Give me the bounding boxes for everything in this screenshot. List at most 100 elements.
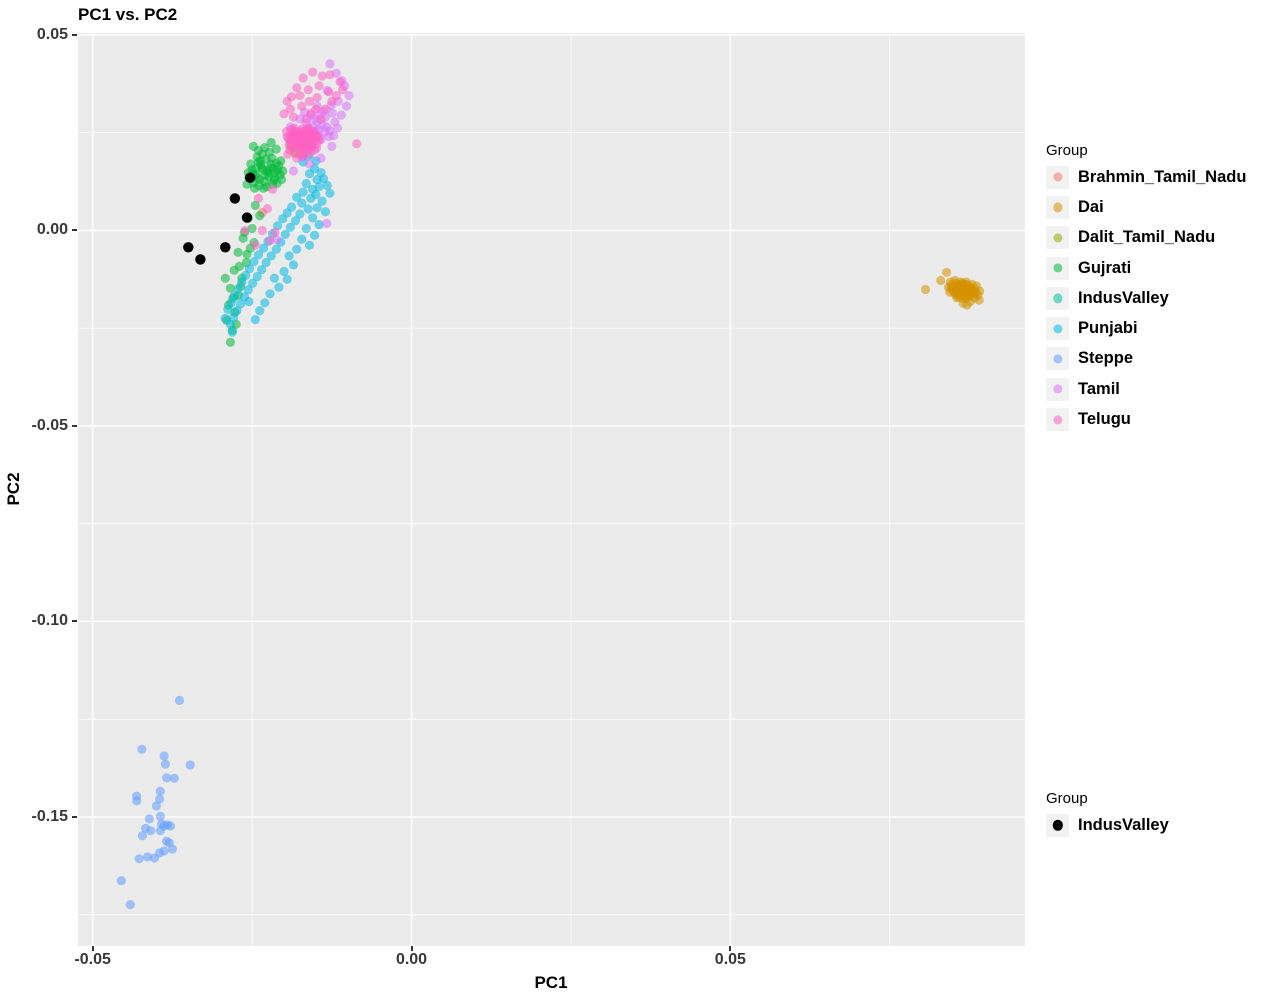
legend-key — [1046, 195, 1069, 219]
data-point-Tamil — [341, 101, 352, 111]
data-point-Punjabi — [318, 174, 329, 184]
data-point-Steppe — [169, 773, 179, 783]
legend-key — [1046, 256, 1069, 280]
data-point-Steppe — [116, 876, 126, 886]
legend-key — [1046, 226, 1069, 250]
data-point-Telugu — [331, 91, 341, 101]
data-point-Dai — [920, 284, 931, 295]
data-point-Punjabi — [282, 274, 292, 284]
data-point-IndusValley_black_overlay — [183, 242, 194, 253]
y-tick-label: -0.15 — [31, 807, 68, 825]
y-tick-label: 0.00 — [36, 221, 68, 239]
data-point-Gujrati — [254, 180, 264, 191]
data-point-Telugu — [311, 143, 322, 153]
y-tick-label: -0.10 — [31, 612, 68, 630]
data-point-Dai — [968, 289, 978, 299]
legend-item-Gujrati: Gujrati — [1046, 253, 1246, 283]
data-point-Gujrati — [242, 249, 252, 259]
data-point-Punjabi — [266, 251, 276, 261]
data-point-Punjabi — [304, 240, 315, 250]
data-point-Punjabi — [220, 313, 230, 323]
data-point-IndusValley_black_overlay — [195, 254, 206, 265]
legend-key — [1046, 317, 1069, 341]
data-point-Punjabi — [317, 196, 327, 206]
data-point-Telugu — [287, 92, 297, 102]
data-point-Punjabi — [297, 234, 307, 244]
data-point-Steppe — [159, 751, 169, 761]
data-point-Tamil — [322, 218, 332, 228]
data-point-Steppe — [167, 844, 177, 854]
data-point-Punjabi — [250, 315, 260, 325]
legend-item-IndusValley: IndusValley — [1046, 283, 1246, 313]
data-point-Telugu — [270, 227, 280, 237]
data-point-Punjabi — [290, 216, 301, 226]
y-tick-mark — [72, 33, 77, 36]
legend-label: Dalit_Tamil_Nadu — [1078, 228, 1216, 247]
data-point-Telugu — [292, 153, 302, 163]
data-point-Punjabi — [248, 278, 258, 288]
data-point-Punjabi — [301, 178, 311, 189]
data-point-Tamil — [304, 159, 315, 169]
x-tick-label: -0.05 — [74, 951, 111, 968]
legend-item-IndusValley: IndusValley — [1046, 810, 1169, 840]
data-point-Punjabi — [243, 285, 253, 295]
data-point-Gujrati — [266, 137, 276, 148]
data-point-Punjabi — [310, 230, 320, 240]
x-tick-label: 0.05 — [714, 951, 746, 968]
legend-label: Dai — [1078, 197, 1104, 216]
data-point-Gujrati — [220, 273, 230, 283]
data-point-Telugu — [298, 73, 308, 83]
data-point-Steppe — [146, 826, 156, 836]
data-point-Telugu — [317, 71, 327, 81]
data-point-Telugu — [299, 140, 309, 150]
data-point-Punjabi — [312, 203, 322, 213]
data-point-Tamil — [316, 153, 326, 163]
data-point-Telugu — [308, 67, 318, 77]
legend-item-Punjabi: Punjabi — [1046, 313, 1246, 343]
legend-dot-icon — [1052, 233, 1063, 243]
data-point-IndusValley_black_overlay — [245, 172, 256, 183]
legend-key — [1046, 813, 1069, 837]
data-point-Dai — [954, 279, 964, 289]
data-point-Gujrati — [255, 211, 265, 221]
data-point-Punjabi — [280, 229, 290, 239]
data-point-Punjabi — [320, 207, 330, 217]
plot-panel — [78, 33, 1025, 946]
data-point-Steppe — [165, 821, 176, 831]
data-point-Dai — [936, 275, 946, 286]
data-point-Steppe — [174, 695, 184, 706]
data-point-Tamil — [325, 59, 335, 69]
scatter-plot — [78, 33, 1025, 946]
data-point-Telugu — [257, 225, 267, 236]
data-point-Telugu — [320, 104, 330, 114]
data-point-Telugu — [297, 126, 307, 136]
legend-item-Steppe: Steppe — [1046, 344, 1246, 374]
data-point-Punjabi — [255, 306, 265, 316]
data-point-Gujrati — [234, 261, 244, 271]
data-point-Telugu — [283, 149, 293, 159]
data-point-IndusValley_black_overlay — [220, 242, 231, 253]
x-tick-mark — [410, 946, 413, 951]
data-point-IndusValley_black_overlay — [229, 193, 241, 204]
data-point-Punjabi — [284, 251, 294, 261]
data-point-Punjabi — [298, 187, 308, 197]
data-point-Steppe — [137, 744, 147, 754]
data-point-Telugu — [279, 109, 289, 119]
x-tick-mark — [91, 946, 94, 951]
data-point-Punjabi — [223, 304, 233, 314]
data-point-Punjabi — [265, 289, 275, 299]
data-point-Punjabi — [295, 209, 305, 219]
data-point-Gujrati — [253, 173, 263, 183]
data-point-Tamil — [329, 131, 339, 141]
y-tick-mark — [72, 620, 77, 623]
data-point-Gujrati — [258, 165, 268, 175]
data-point-Punjabi — [261, 257, 271, 268]
data-point-Steppe — [185, 760, 195, 770]
data-point-Gujrati — [233, 247, 243, 257]
data-point-Dai — [942, 267, 952, 277]
data-point-Punjabi — [257, 265, 267, 275]
data-point-Punjabi — [325, 188, 335, 198]
data-point-Telugu — [297, 101, 307, 111]
data-point-Gujrati — [278, 166, 288, 176]
